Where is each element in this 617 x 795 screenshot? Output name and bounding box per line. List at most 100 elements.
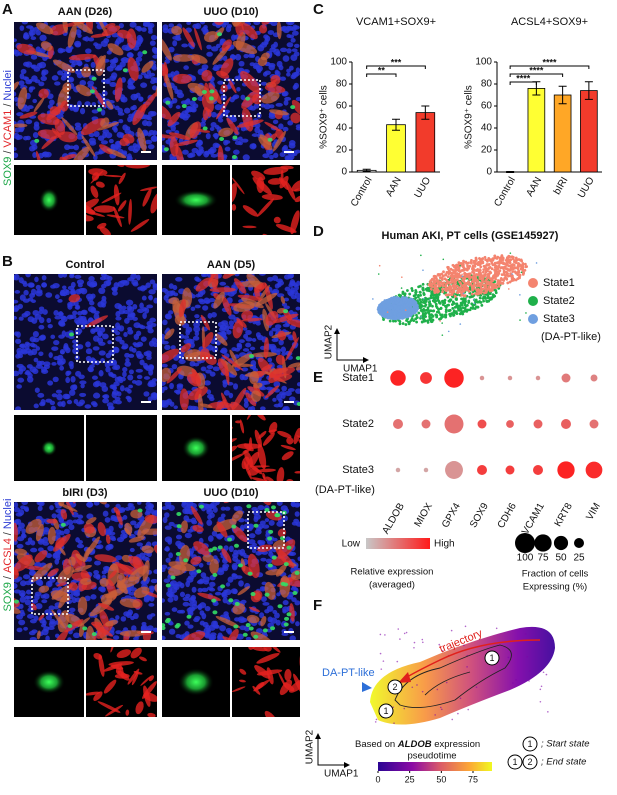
umap-point [438,301,442,305]
nucleus [32,331,39,338]
stain-red [275,354,285,365]
nucleus [162,363,168,368]
stain-red [270,647,281,653]
umap-point [470,286,474,289]
stain-red [203,31,219,43]
nucleus [278,401,284,408]
nucleus [41,599,48,604]
nucleus [180,100,188,105]
nucleus [291,48,298,53]
nucleus [125,395,131,400]
nucleus [173,405,178,410]
nucleus [280,76,287,81]
panel-title: Human AKI, PT cells (GSE145927) [382,230,559,242]
umap-point [509,258,513,262]
stain-red [299,669,312,682]
umap-point [382,318,385,321]
nucleus [37,392,45,398]
stain-red [294,195,300,203]
nucleus [200,572,207,579]
stain-red [237,294,263,301]
nucleus [15,134,23,140]
nucleus [209,587,216,592]
nucleus [149,595,155,602]
stain-red [221,392,230,410]
nucleus [162,516,168,524]
nucleus [125,299,134,306]
umap-point [414,289,418,292]
nucleus [234,274,240,277]
stain-red [279,575,291,598]
nucleus [49,577,56,583]
stain-red [228,79,237,94]
stain-red [261,22,271,25]
stain-green [268,529,274,534]
stain-red [64,619,84,633]
stain-red [77,596,88,616]
nucleus [282,126,289,132]
nucleus [206,44,212,50]
umap-point [484,286,487,290]
nucleus [66,399,73,405]
nucleus [111,290,118,296]
nucleus [227,630,233,635]
umap-point [410,287,414,290]
stain-red [217,145,224,160]
nucleus [125,126,131,131]
nucleus [179,582,185,589]
umap-point [433,286,437,290]
nucleus [234,617,240,622]
stain-red [110,647,115,653]
stain-red [132,103,147,126]
nucleus [34,591,42,597]
stain-red [95,181,105,188]
umap-point [414,291,418,295]
nucleus [105,132,113,139]
nucleus [279,152,286,158]
nucleus [204,300,211,304]
umap-point [469,261,473,265]
stain-green [186,614,192,619]
error-bar [584,81,593,100]
nucleus [24,345,30,350]
nucleus [102,394,108,399]
umap-point [508,280,512,284]
nucleus [27,105,34,110]
nucleus [73,144,80,151]
nucleus [28,29,36,36]
umap-point [474,278,478,282]
nucleus [60,315,66,321]
nucleus [45,614,53,621]
nucleus [16,112,24,117]
umap-point [521,270,525,274]
nucleus [74,40,82,47]
umap-point [501,261,505,264]
stain-red [265,476,274,481]
nucleus [183,515,190,522]
stain-green [286,545,292,550]
stain-green [294,570,300,575]
nucleus [222,381,228,388]
nucleus [272,397,277,402]
nucleus [91,109,99,114]
nucleus [132,316,138,321]
nucleus [162,336,165,343]
nucleus [196,151,202,157]
nucleus [19,580,27,587]
nucleus [141,27,147,32]
nucleus [167,597,174,603]
nucleus [132,143,138,148]
nucleus [153,569,157,574]
stain-red [141,545,154,554]
umap-point [415,313,418,317]
umap-point [466,308,470,312]
nucleus [70,288,76,295]
stain-green [227,537,233,542]
nucleus [295,124,300,129]
umap-point [426,288,430,292]
stain-green [270,505,276,510]
nucleus [57,299,63,303]
stain-red [241,310,254,321]
nucleus [277,281,282,288]
nucleus [78,317,85,324]
